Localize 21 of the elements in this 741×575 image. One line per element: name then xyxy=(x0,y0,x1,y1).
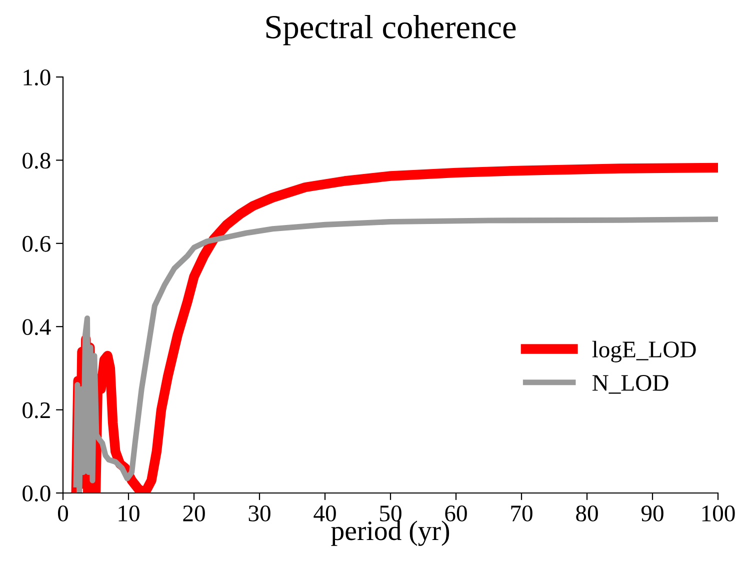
x-tick-label: 40 xyxy=(314,505,336,522)
y-tick-label: 0.6 xyxy=(22,236,50,252)
x-axis-title: period (yr) xyxy=(331,520,450,546)
x-tick-label: 90 xyxy=(641,505,664,522)
x-tick-label: 0 xyxy=(58,505,68,522)
x-tick-label: 80 xyxy=(576,505,598,522)
x-tick-label: 20 xyxy=(183,505,205,522)
x-tick-label: 10 xyxy=(118,505,140,522)
y-tick-label: 0.0 xyxy=(22,485,50,502)
legend-label: logE_LOD xyxy=(592,340,696,362)
y-tick-label: 0.4 xyxy=(22,319,51,336)
legend-label: N_LOD xyxy=(592,375,668,394)
y-tick-label: 0.8 xyxy=(22,152,50,169)
x-tick-label: 30 xyxy=(248,505,270,522)
x-tick-label: 70 xyxy=(511,505,532,522)
x-tick-label: 100 xyxy=(702,505,735,522)
x-tick-label: 50 xyxy=(380,505,402,522)
x-tick-label: 60 xyxy=(445,505,467,522)
chart-title: Spectral coherence xyxy=(266,14,516,46)
y-tick-label: 0.2 xyxy=(22,402,50,418)
y-tick-label: 1.0 xyxy=(24,69,50,86)
